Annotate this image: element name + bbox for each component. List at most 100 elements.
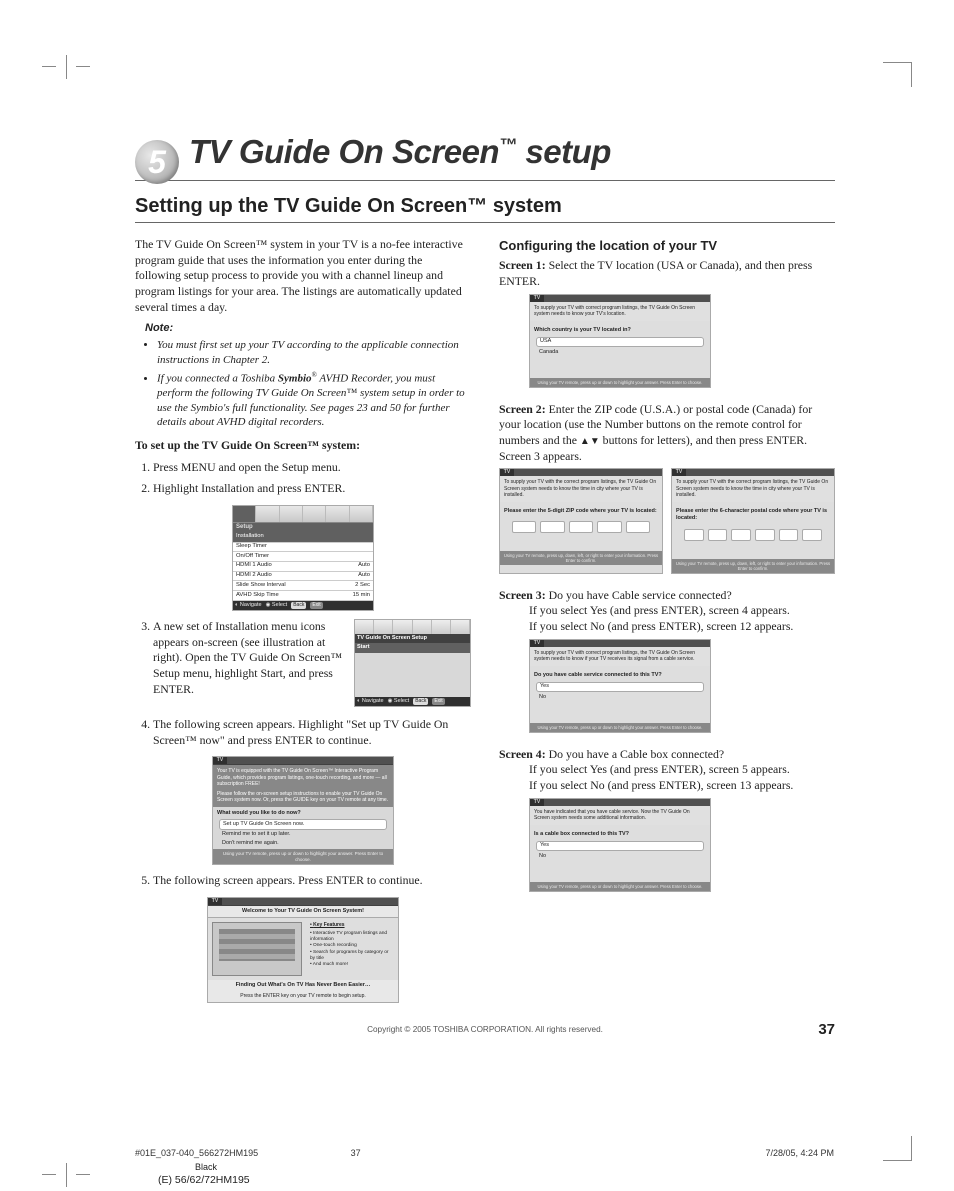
- note-heading: Note:: [145, 321, 471, 336]
- screen-1-text: Select the TV location (USA or Canada), …: [499, 258, 812, 288]
- footer-date: 7/28/05, 4:24 PM: [765, 1148, 834, 1158]
- reminder-question: What would you like to do now?: [213, 807, 393, 818]
- left-column: The TV Guide On Screen™ system in your T…: [135, 237, 471, 1011]
- key-features-label: Key Features: [310, 922, 394, 929]
- screen-footer: Using your TV remote, press up or down t…: [530, 723, 710, 732]
- screen-option: USA: [536, 337, 704, 347]
- menu-row: HDMI 1 Audio: [236, 562, 272, 570]
- setup-menu-title: Setup: [233, 523, 373, 533]
- screen-4-block: Screen 4: Do you have a Cable box connec…: [499, 747, 835, 892]
- menu-row: Installation: [236, 533, 264, 541]
- screen-2-block: Screen 2: Enter the ZIP code (U.S.A.) or…: [499, 402, 835, 574]
- menu-row: Slide Show Interval: [236, 582, 286, 590]
- welcome-feat: And much more!: [310, 962, 394, 968]
- page-number: 37: [818, 1021, 835, 1038]
- select-label: Select: [394, 698, 409, 704]
- menu-row: On/Off Timer: [236, 553, 269, 561]
- footer-file: #01E_037-040_566272HM195: [135, 1148, 258, 1158]
- screen-4-no: If you select No (and press ENTER), scre…: [529, 778, 835, 794]
- chapter-title: TV Guide On Screen™ setup: [189, 133, 611, 171]
- screen-4-yes: If you select Yes (and press ENTER), scr…: [529, 762, 835, 778]
- chapter-title-pre: TV Guide On Screen: [189, 133, 499, 170]
- screen-3-block: Screen 3: Do you have Cable service conn…: [499, 588, 835, 733]
- screen-3-label: Screen 3:: [499, 588, 546, 602]
- zip-q1: Please enter the 5-digit ZIP code where …: [500, 502, 662, 517]
- welcome-mid: Finding Out What's On TV Has Never Been …: [208, 980, 398, 991]
- zip-figure-ca: TV To supply your TV with the correct pr…: [671, 468, 835, 573]
- screen-option: No: [536, 693, 704, 701]
- reminder-footer: Using your TV remote, press up or down t…: [213, 849, 393, 864]
- menu-row: AVHD Skip Time: [236, 592, 279, 600]
- zip-top-text: To supply your TV with the correct progr…: [500, 476, 662, 502]
- note-block: Note: You must first set up your TV acco…: [135, 321, 471, 429]
- footer-meta: #01E_037-040_566272HM195 37 7/28/05, 4:2…: [135, 1148, 834, 1158]
- screen-option: Canada: [536, 348, 704, 356]
- screen-option: No: [536, 852, 704, 860]
- screen-question: Is a cable box connected to this TV?: [530, 825, 710, 840]
- welcome-feat: Interactive TV program listings and info…: [310, 931, 394, 944]
- config-subheading: Configuring the location of your TV: [499, 237, 835, 254]
- install-bar: TV Guide On Screen Setup: [355, 634, 470, 643]
- right-column: Configuring the location of your TV Scre…: [499, 237, 835, 1011]
- zip-footer: Using your TV remote, press up, down, le…: [672, 559, 834, 573]
- welcome-figure: TV Welcome to Your TV Guide On Screen Sy…: [207, 897, 399, 1003]
- zip-figure-us: TV To supply your TV with the correct pr…: [499, 468, 663, 573]
- reminder-figure: TV Your TV is equipped with the TV Guide…: [212, 756, 394, 865]
- screen-1-block: Screen 1: Select the TV location (USA or…: [499, 258, 835, 387]
- menu-val: 15 min: [353, 592, 370, 600]
- screen-4-text: Do you have a Cable box connected?: [549, 747, 725, 761]
- screen-1-figure: TV To supply your TV with correct progra…: [529, 294, 711, 388]
- screen-1-label: Screen 1:: [499, 258, 546, 272]
- screen-question: Which country is your TV located in?: [530, 321, 710, 336]
- select-label: Select: [272, 602, 287, 608]
- chapter-title-post: setup: [517, 133, 611, 170]
- step-2: Highlight Installation and press ENTER.: [153, 481, 471, 497]
- menu-row: HDMI 2 Audio: [236, 572, 272, 580]
- install-menu-figure: TV Guide On Screen Setup Start ◐ Navigat…: [354, 619, 471, 707]
- footer-page: 37: [351, 1148, 361, 1158]
- zip-top-text: To supply your TV with the correct progr…: [672, 476, 834, 502]
- chapter-header: 5 TV Guide On Screen™ setup: [135, 130, 835, 174]
- reminder-body2: Please follow the on-screen setup instru…: [217, 791, 389, 804]
- step-5: The following screen appears. Press ENTE…: [153, 873, 471, 889]
- screen-question: Do you have cable service connected to t…: [530, 666, 710, 681]
- screen-4-label: Screen 4:: [499, 747, 546, 761]
- intro-paragraph: The TV Guide On Screen™ system in your T…: [135, 237, 471, 315]
- screen-4-figure: TV You have indicated that you have cabl…: [529, 798, 711, 892]
- menu-val: Auto: [358, 572, 370, 580]
- chapter-number-badge: 5: [135, 140, 179, 184]
- screen-footer: Using your TV remote, press up or down t…: [530, 378, 710, 387]
- screen-footer: Using your TV remote, press up or down t…: [530, 882, 710, 891]
- reminder-option: Set up TV Guide On Screen now.: [219, 819, 387, 829]
- step-1: Press MENU and open the Setup menu.: [153, 460, 471, 476]
- back-label: Back: [413, 698, 428, 705]
- zip-footer: Using your TV remote, press up, down, le…: [500, 551, 662, 565]
- screen-option: Yes: [536, 841, 704, 851]
- menu-val: Auto: [358, 562, 370, 570]
- step-4: The following screen appears. Highlight …: [153, 717, 471, 748]
- reminder-option: Don't remind me again.: [219, 840, 387, 848]
- menu-row: Sleep Timer: [236, 543, 267, 551]
- setup-heading: To set up the TV Guide On Screen™ system…: [135, 438, 471, 454]
- welcome-foot: Press the ENTER key on your TV remote to…: [208, 991, 398, 1002]
- nav-label: Navigate: [362, 698, 384, 704]
- note-item: You must first set up your TV according …: [157, 338, 471, 367]
- nav-label: Navigate: [240, 602, 262, 608]
- footer-model: (E) 56/62/72HM195: [158, 1174, 250, 1186]
- setup-menu-figure: Setup Installation Sleep Timer On/Off Ti…: [232, 505, 374, 611]
- screen-top-text: To supply your TV with correct program l…: [530, 302, 710, 321]
- screen-3-text: Do you have Cable service connected?: [549, 588, 732, 602]
- welcome-title: Welcome to Your TV Guide On Screen Syste…: [208, 906, 398, 918]
- screen-3-figure: TV To supply your TV with correct progra…: [529, 639, 711, 733]
- reminder-body1: Your TV is equipped with the TV Guide On…: [217, 768, 389, 788]
- menu-val: 2 Sec: [355, 582, 370, 590]
- zip-q2: Please enter the 6-character postal code…: [672, 502, 834, 525]
- exit-label: Exit: [310, 602, 322, 609]
- exit-label: Exit: [432, 698, 444, 705]
- step-3: TV Guide On Screen Setup Start ◐ Navigat…: [153, 619, 471, 711]
- reminder-option: Remind me to set it up later.: [219, 831, 387, 839]
- screen-2-label: Screen 2:: [499, 402, 546, 416]
- section-title: Setting up the TV Guide On Screen™ syste…: [135, 195, 835, 218]
- screen-top-text: You have indicated that you have cable s…: [530, 806, 710, 825]
- screen-3-no: If you select No (and press ENTER), scre…: [529, 619, 835, 635]
